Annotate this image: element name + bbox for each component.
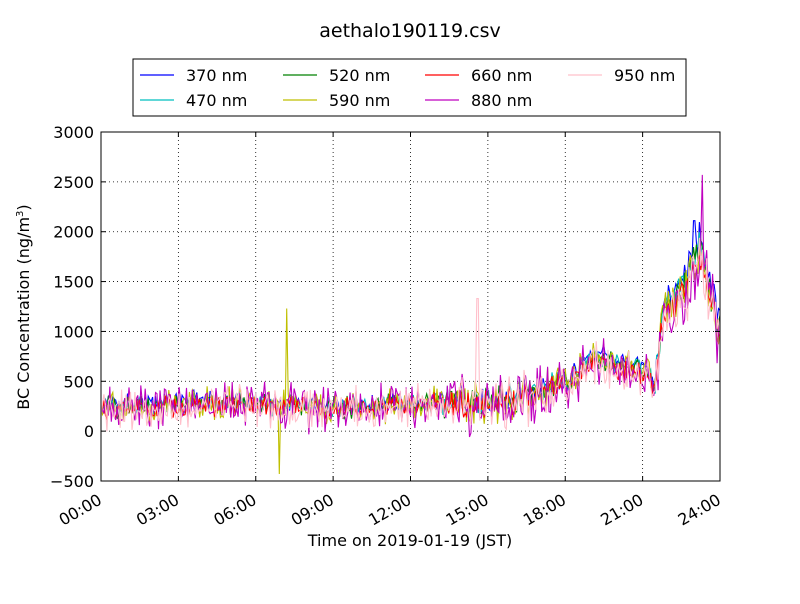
chart-title: aethalo190119.csv (319, 20, 501, 42)
x-tick-label: 21:00 (597, 490, 646, 530)
x-tick-label: 06:00 (210, 490, 259, 530)
legend-label: 470 nm (186, 91, 247, 110)
legend-label: 660 nm (471, 66, 532, 85)
x-tick-label: 09:00 (288, 490, 337, 530)
x-tick-label: 18:00 (520, 490, 569, 530)
y-tick-label: 500 (63, 372, 94, 391)
y-tick-label: 0 (84, 422, 94, 441)
series-layer (101, 174, 720, 475)
x-tick-label: 03:00 (133, 490, 182, 530)
legend-label: 880 nm (471, 91, 532, 110)
y-tick-label: 2000 (53, 223, 94, 242)
x-tick-label: 15:00 (442, 490, 491, 530)
y-axis-label-close: ) (14, 204, 33, 210)
x-axis-label: Time on 2019-01-19 (JST) (307, 531, 512, 550)
y-tick-label: 2500 (53, 173, 94, 192)
y-tick-label: 3000 (53, 123, 94, 142)
y-tick-label: 1500 (53, 273, 94, 292)
legend-label: 590 nm (329, 91, 390, 110)
x-tick-label: 00:00 (56, 490, 105, 530)
y-axis-label-main: BC Concentration (ng/m (14, 217, 33, 410)
legend-label: 520 nm (329, 66, 390, 85)
y-axis-label: BC Concentration (ng/m3) (14, 204, 33, 409)
series-line-950-nm (101, 237, 720, 432)
legend-label: 950 nm (614, 66, 675, 85)
y-axis-label-superscript: 3 (15, 211, 26, 217)
y-tick-label: −500 (50, 472, 94, 491)
x-tick-label: 24:00 (675, 490, 724, 530)
x-tick-label: 12:00 (365, 490, 414, 530)
legend: 370 nm 470 nm 520 nm 590 nm 660 nm 880 nm 950 … (132, 58, 687, 117)
legend-frame (132, 58, 687, 117)
legend-label: 370 nm (186, 66, 247, 85)
y-tick-label: 1000 (53, 322, 94, 341)
plot-background (101, 132, 720, 481)
series-line-880-nm (101, 174, 720, 438)
